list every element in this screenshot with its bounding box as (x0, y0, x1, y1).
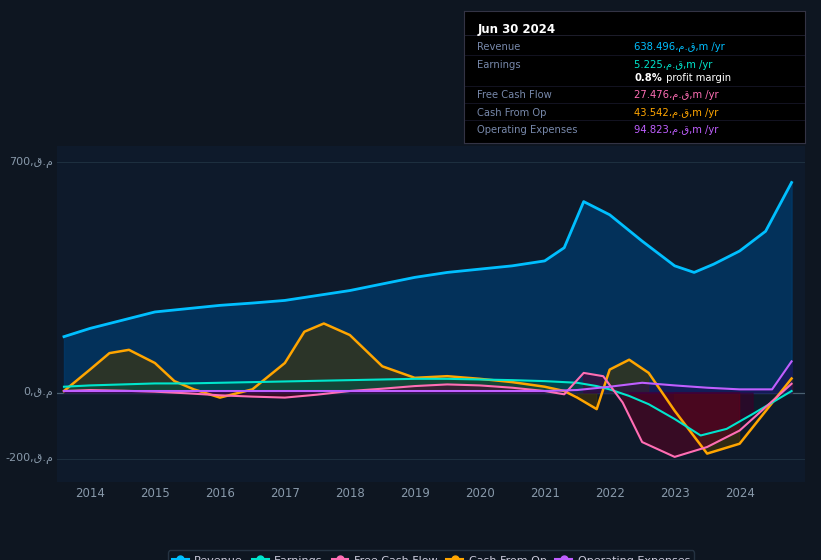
Text: Cash From Op: Cash From Op (478, 108, 547, 118)
Text: 700,ق.م: 700,ق.م (10, 157, 53, 167)
Text: profit margin: profit margin (663, 73, 732, 83)
Text: Operating Expenses: Operating Expenses (478, 125, 578, 134)
Text: 43.542،م.ق,m /yr: 43.542،م.ق,m /yr (635, 108, 718, 118)
Text: 5.225،م.ق,m /yr: 5.225،م.ق,m /yr (635, 60, 713, 70)
Text: 0.8%: 0.8% (635, 73, 662, 83)
Text: 638.496،م.ق,m /yr: 638.496،م.ق,m /yr (635, 42, 725, 52)
Text: 27.476،م.ق,m /yr: 27.476،م.ق,m /yr (635, 90, 719, 100)
Text: 0,ق.م: 0,ق.م (24, 387, 53, 398)
Text: 94.823،م.ق,m /yr: 94.823،م.ق,m /yr (635, 125, 718, 134)
Text: Revenue: Revenue (478, 42, 521, 52)
Text: Jun 30 2024: Jun 30 2024 (478, 23, 556, 36)
Text: Earnings: Earnings (478, 60, 521, 70)
Text: Free Cash Flow: Free Cash Flow (478, 90, 553, 100)
Text: -200,ق.م: -200,ق.م (6, 453, 53, 464)
Legend: Revenue, Earnings, Free Cash Flow, Cash From Op, Operating Expenses: Revenue, Earnings, Free Cash Flow, Cash … (167, 550, 695, 560)
